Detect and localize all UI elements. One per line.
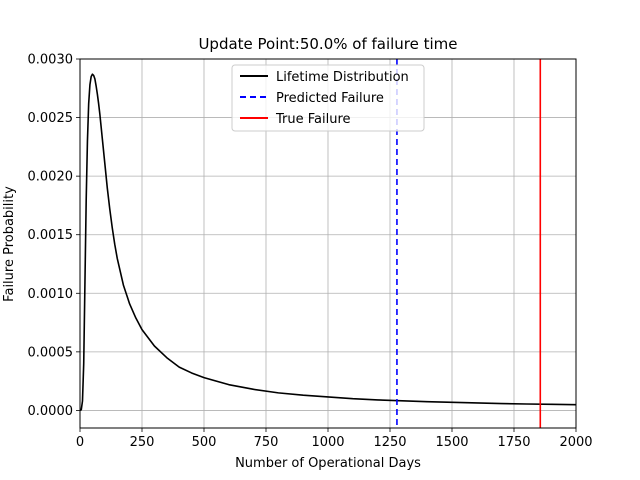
y-tick-label: 0.0030: [28, 53, 74, 68]
y-tick-label: 0.0005: [28, 345, 74, 360]
legend-label-predicted: Predicted Failure: [276, 91, 384, 106]
x-tick-label: 250: [130, 435, 155, 450]
y-axis: 0.0000 0.0005 0.0010 0.0015 0.0020 0.0025 0.00…: [28, 53, 80, 419]
y-tick-label: 0.0020: [28, 170, 74, 185]
x-tick-label: 2000: [559, 435, 592, 450]
x-tick-label: 0: [76, 435, 84, 450]
x-tick-label: 750: [254, 435, 279, 450]
y-tick-label: 0.0015: [28, 228, 74, 243]
legend-label-lifetime: Lifetime Distribution: [276, 70, 409, 85]
x-axis: 0 250 500 750 1000 1250 1500 1750 2000: [76, 428, 593, 450]
legend-box: [231, 64, 425, 132]
y-axis-label: Failure Probability: [2, 186, 17, 302]
legend: Lifetime Distribution Predicted Failure …: [231, 64, 425, 132]
x-tick-label: 1500: [435, 435, 468, 450]
x-tick-label: 1250: [373, 435, 406, 450]
x-tick-label: 1750: [497, 435, 530, 450]
y-tick-label: 0.0025: [28, 111, 74, 126]
x-tick-label: 1000: [311, 435, 344, 450]
x-tick-label: 500: [192, 435, 217, 450]
y-tick-label: 0.0000: [28, 404, 74, 419]
chart-title: Update Point:50.0% of failure time: [198, 35, 457, 53]
y-tick-label: 0.0010: [28, 287, 74, 302]
x-axis-label: Number of Operational Days: [235, 456, 421, 471]
legend-label-true: True Failure: [275, 112, 351, 127]
lifetime-distribution-line: [79, 73, 577, 412]
